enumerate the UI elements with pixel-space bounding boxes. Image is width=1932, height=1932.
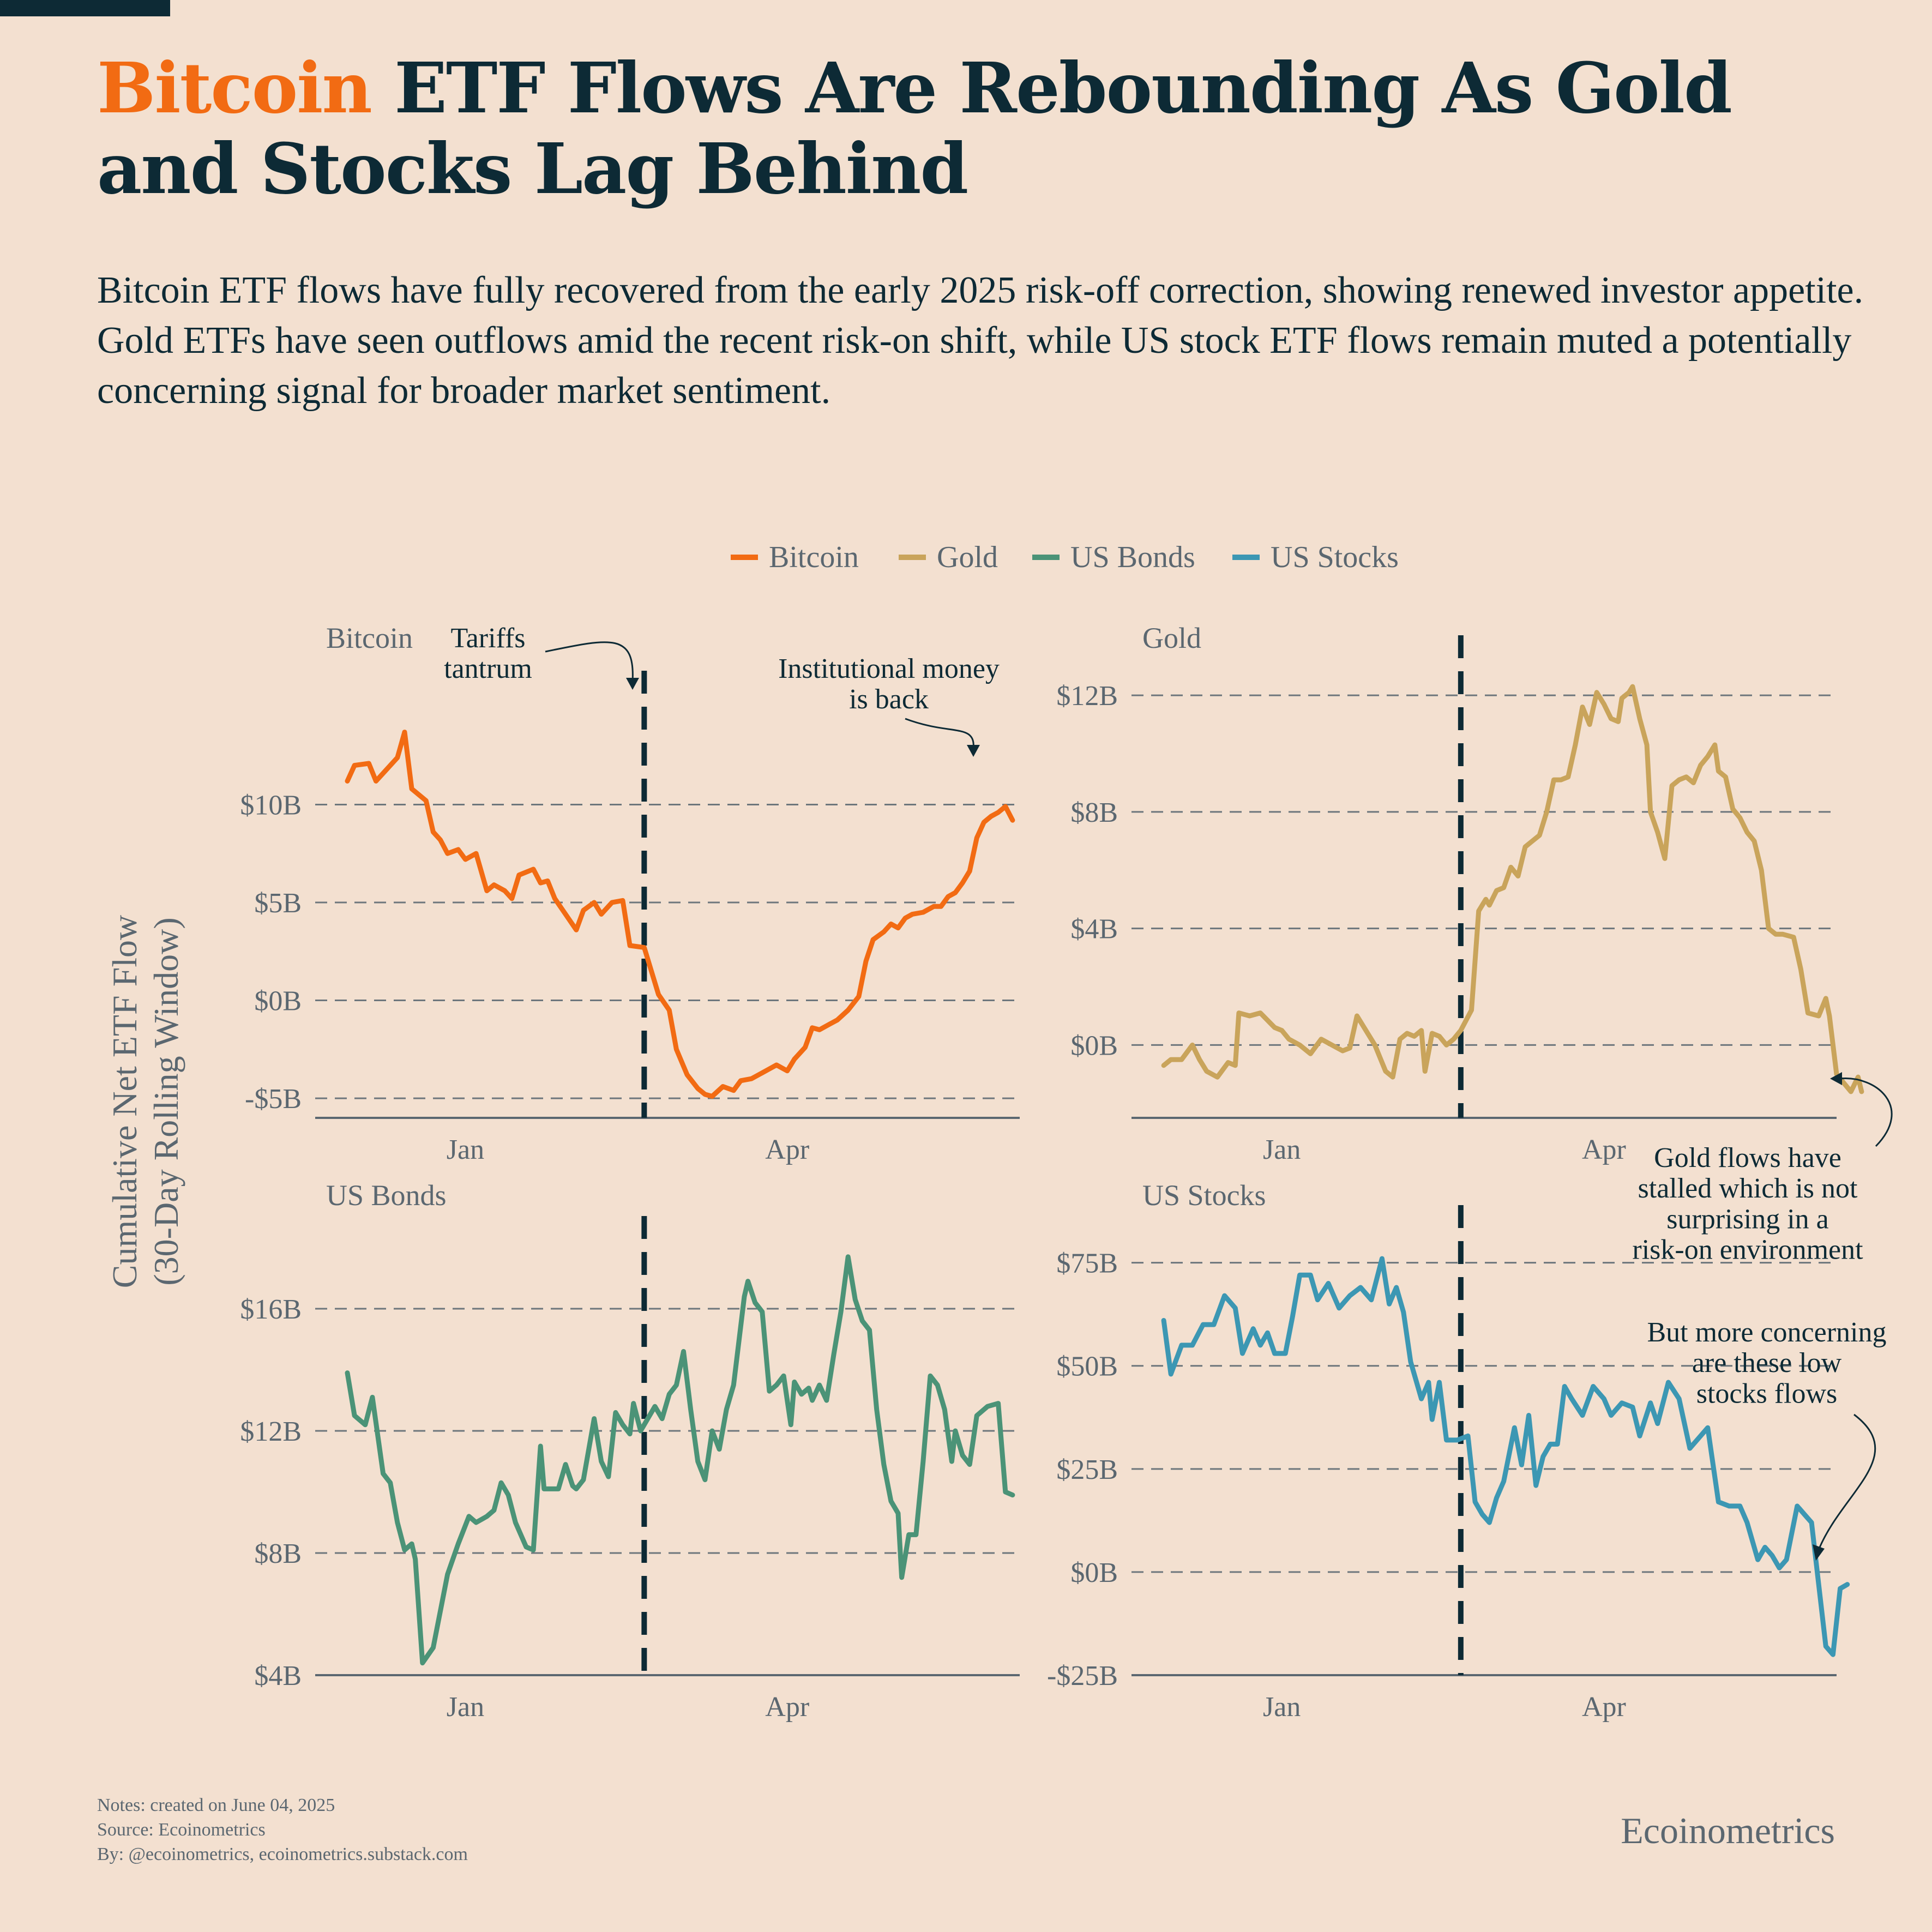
y-tick-label: -$25B [1047, 1660, 1118, 1692]
annotation-line: But more concerning [1647, 1317, 1887, 1348]
panel-us-bonds: US Bonds $4B $8B $12B $16B Jan Apr [240, 1179, 1020, 1723]
y-tick-label: $75B [1056, 1248, 1118, 1279]
annotation-stocks-arrow-head [1813, 1544, 1825, 1561]
annotation-line: risk-on environment [1632, 1234, 1863, 1265]
annotation-line: Gold flows have [1654, 1142, 1841, 1173]
x-tick-label: Apr [1582, 1134, 1626, 1165]
panel-title: Bitcoin [326, 622, 413, 654]
title-rest: ETF Flows Are Rebounding As Gold and Sto… [97, 47, 1732, 209]
annotation-line: stalled which is not [1638, 1173, 1858, 1204]
y-axis-title-line: (30-Day Rolling Window) [147, 917, 185, 1285]
y-tick-label: $10B [240, 790, 302, 821]
annotation-line: Tariffs [451, 623, 526, 654]
y-tick-label: -$5B [245, 1084, 302, 1115]
brand-logo-text: Ecoinometrics [1621, 1810, 1835, 1851]
annotation-line: is back [849, 684, 929, 715]
y-tick-label: $0B [1070, 1557, 1118, 1588]
annotation-tariffs: Tariffs tantrum [444, 623, 532, 684]
annotation-line: are these low [1692, 1347, 1842, 1379]
panel-title: US Stocks [1142, 1179, 1266, 1212]
x-tick-label: Apr [765, 1692, 809, 1723]
y-axis-title: Cumulative Net ETF Flow(30-Day Rolling W… [105, 915, 185, 1288]
annotation-institutional-arrow [905, 718, 974, 750]
y-tick-label: $4B [1070, 914, 1118, 945]
x-tick-label: Apr [1582, 1692, 1626, 1723]
annotation-line: Institutional money [778, 653, 1000, 684]
legend-label: US Bonds [1070, 540, 1195, 574]
x-tick-label: Jan [1263, 1134, 1301, 1165]
x-tick-label: Jan [1263, 1692, 1301, 1723]
y-tick-label: $16B [240, 1294, 302, 1325]
annotation-tariffs-arrow-head [626, 678, 639, 690]
y-tick-label: $5B [254, 888, 302, 919]
y-tick-label: $8B [1070, 797, 1118, 828]
y-tick-label: $4B [254, 1660, 302, 1692]
y-tick-label: $8B [254, 1538, 302, 1569]
series-line-gold [1161, 684, 1864, 1094]
footer-notes: Notes: created on June 04, 2025 Source: … [97, 1793, 468, 1867]
footer-by-line: By: @ecoinometrics, ecoinometrics.substa… [97, 1844, 468, 1864]
title-highlight: Bitcoin [97, 47, 372, 129]
y-tick-label: $12B [240, 1416, 302, 1447]
panel-gold: Gold $0B $4B $8B $12B Jan Apr [1056, 622, 1864, 1165]
annotation-gold: Gold flows have stalled which is not surpr… [1632, 1142, 1863, 1265]
x-tick-label: Apr [765, 1134, 809, 1165]
y-tick-label: $12B [1056, 681, 1118, 712]
annotation-institutional: Institutional money is back [778, 653, 1000, 715]
y-tick-label: $0B [254, 986, 302, 1017]
annotation-line: stocks flows [1696, 1378, 1838, 1409]
legend: Bitcoin Gold US Bonds US Stocks [731, 540, 1399, 574]
annotation-tariffs-arrow [545, 641, 634, 682]
chart-title: Bitcoin ETF Flows Are Rebounding As Gold… [97, 48, 1869, 209]
panel-us-stocks: US Stocks -$25B $0B $25B $50B $75B Jan Apr [1047, 1179, 1850, 1723]
y-tick-label: $0B [1070, 1030, 1118, 1061]
legend-label: US Stocks [1271, 540, 1399, 574]
panel-title: US Bonds [326, 1179, 447, 1212]
annotation-gold-arrow-head [1830, 1072, 1842, 1085]
annotation-institutional-arrow-head [967, 745, 980, 757]
legend-label: Bitcoin [769, 540, 859, 574]
panel-title: Gold [1142, 622, 1201, 654]
y-tick-label: $25B [1056, 1454, 1118, 1485]
footer-notes-line: Notes: created on June 04, 2025 [97, 1795, 335, 1815]
top-accent-bar [0, 0, 170, 16]
annotation-gold-arrow [1840, 1078, 1893, 1147]
legend-label: Gold [937, 540, 998, 574]
y-axis-title-line: Cumulative Net ETF Flow [105, 915, 144, 1288]
annotation-stocks-arrow [1818, 1413, 1876, 1549]
series-line-us-stocks [1161, 1256, 1850, 1657]
chart-subtitle: Bitcoin ETF flows have fully recovered f… [97, 269, 1864, 412]
x-tick-label: Jan [447, 1134, 484, 1165]
series-line-us-bonds [345, 1254, 1015, 1666]
annotation-line: surprising in a [1666, 1203, 1829, 1235]
y-tick-label: $50B [1056, 1351, 1118, 1382]
panel-bitcoin: Bitcoin -$5B $0B $5B $10B Jan Apr [240, 622, 1020, 1165]
x-tick-label: Jan [447, 1692, 484, 1723]
annotation-stocks: But more concerning are these low stocks f… [1647, 1317, 1887, 1409]
footer-source-line: Source: Ecoinometrics [97, 1820, 266, 1840]
series-line-bitcoin [345, 730, 1015, 1099]
annotation-line: tantrum [444, 653, 532, 684]
